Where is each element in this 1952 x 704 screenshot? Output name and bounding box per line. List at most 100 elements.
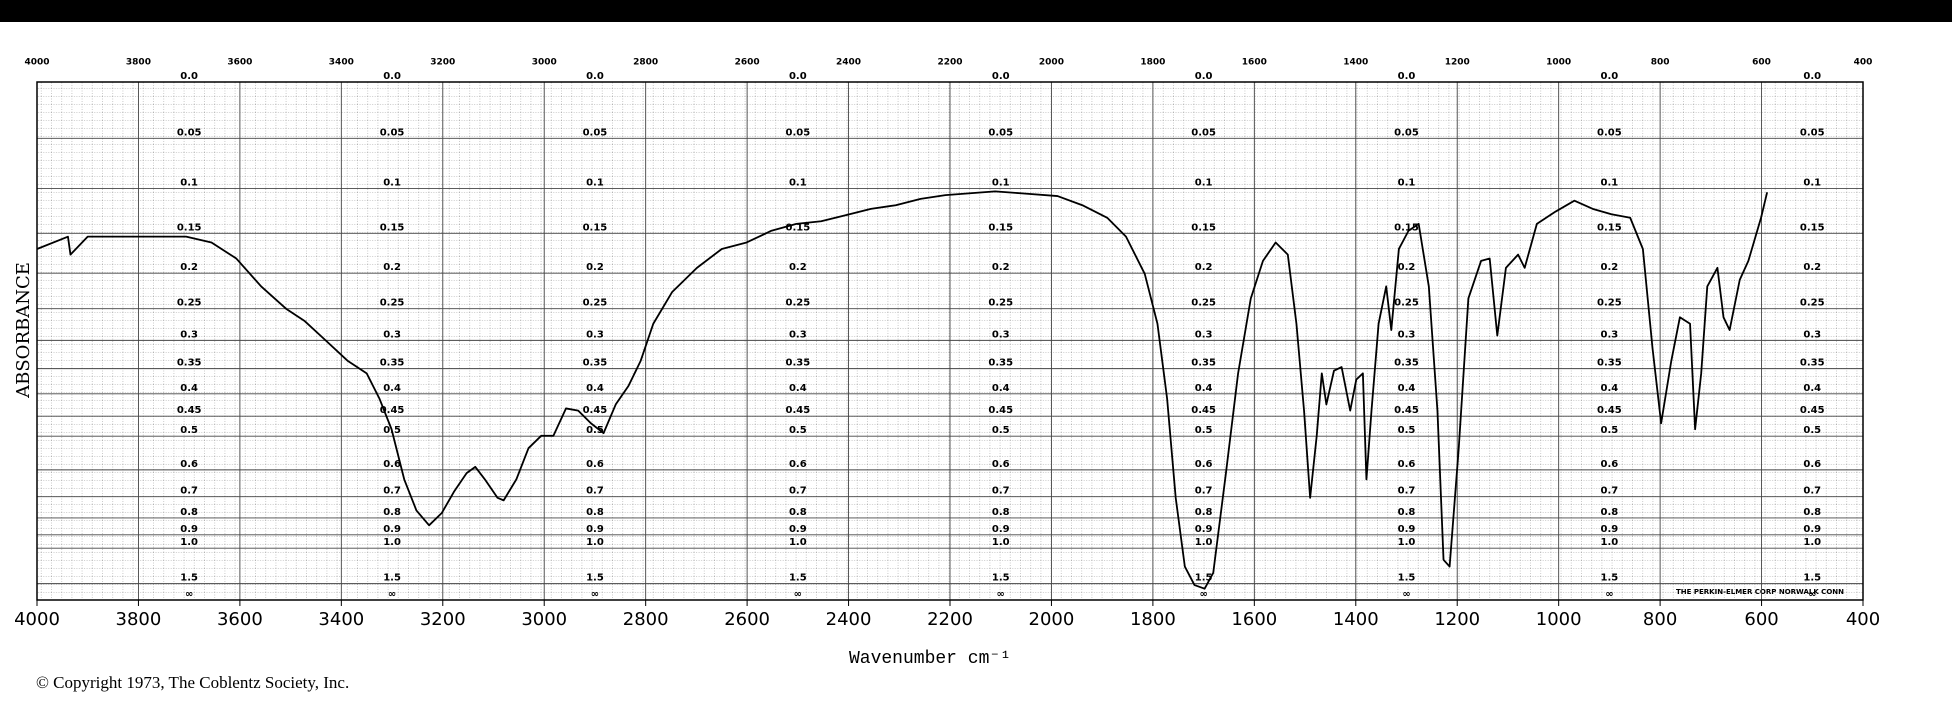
y-tick-label: 0.15: [583, 222, 608, 233]
y-tick-label: 0.8: [789, 507, 807, 518]
top-tick-label: 1800: [1140, 58, 1165, 68]
y-tick-label: 0.2: [1398, 262, 1416, 273]
y-tick-label: 0.3: [789, 329, 807, 340]
top-tick-label: 800: [1651, 58, 1670, 68]
x-tick-label: 800: [1643, 609, 1677, 630]
y-tick-label: 0.8: [1803, 507, 1821, 518]
y-tick-label: 0.05: [380, 127, 405, 138]
y-tick-label: ∞: [1808, 589, 1816, 600]
y-tick-label: 0.4: [180, 383, 198, 394]
y-tick-label: 0.5: [180, 425, 198, 436]
y-tick-label: 0.1: [383, 178, 401, 189]
y-tick-label: 0.45: [1800, 405, 1825, 416]
y-tick-label: 0.45: [1597, 405, 1622, 416]
y-tick-label: 0.7: [586, 486, 604, 497]
y-tick-label: 0.15: [177, 222, 202, 233]
y-tick-label: 0.2: [1803, 262, 1821, 273]
top-tick-label: 3000: [532, 58, 557, 68]
y-tick-label: 0.1: [1601, 178, 1619, 189]
maker-note: THE PERKIN-ELMER CORP NORWALK CONN: [1676, 588, 1844, 596]
y-tick-label: 0.4: [789, 383, 807, 394]
y-tick-label: 0.4: [383, 383, 401, 394]
top-bar: [0, 0, 1952, 22]
y-tick-label: 0.05: [1800, 127, 1825, 138]
y-tick-label: 0.2: [992, 262, 1010, 273]
x-tick-label: 400: [1846, 609, 1880, 630]
top-tick-label: 2000: [1039, 58, 1064, 68]
y-tick-label: 0.6: [1398, 459, 1416, 470]
top-tick-label: 3600: [227, 58, 252, 68]
y-tick-label: 0.1: [1195, 178, 1213, 189]
y-tick-label: 0.1: [992, 178, 1010, 189]
y-tick-label: 0.35: [380, 358, 405, 369]
y-tick-label: 0.5: [1195, 425, 1213, 436]
y-tick-label: 1.0: [1195, 537, 1213, 548]
y-tick-label: 0.6: [180, 459, 198, 470]
spectrum-line: [36, 190, 1769, 590]
y-tick-label: 0.3: [180, 329, 198, 340]
y-tick-label: ∞: [1199, 589, 1207, 600]
y-tick-label: 0.45: [583, 405, 608, 416]
x-tick-label: 2000: [1029, 609, 1075, 630]
y-tick-label: 0.6: [1601, 459, 1619, 470]
y-tick-label: 0.8: [180, 507, 198, 518]
y-tick-label: 0.35: [583, 358, 608, 369]
y-tick-label: 0.25: [583, 298, 608, 309]
y-tick-label: 0.7: [789, 486, 807, 497]
y-tick-label: 0.9: [992, 524, 1010, 535]
y-tick-label: 0.8: [383, 507, 401, 518]
y-tick-label: 0.45: [988, 405, 1013, 416]
y-tick-label: 1.5: [1398, 573, 1416, 584]
y-tick-label: 0.6: [789, 459, 807, 470]
y-tick-label: 1.0: [1601, 537, 1619, 548]
y-tick-label: 0.15: [1191, 222, 1216, 233]
y-tick-label: 0.2: [789, 262, 807, 273]
y-tick-label: 0.1: [1398, 178, 1416, 189]
copyright: © Copyright 1973, The Coblentz Society, …: [36, 673, 349, 692]
y-tick-label: 0.3: [1398, 329, 1416, 340]
y-tick-label: 0.35: [988, 358, 1013, 369]
y-tick-label: 0.35: [785, 358, 810, 369]
y-tick-label: 0.3: [1195, 329, 1213, 340]
y-tick-label: 0.4: [992, 383, 1010, 394]
y-tick-label: 0.3: [1803, 329, 1821, 340]
y-tick-label: 0.7: [1601, 486, 1619, 497]
y-tick-label: 0.3: [586, 329, 604, 340]
y-tick-label: 0.5: [1398, 425, 1416, 436]
y-tick-label: 0.9: [586, 524, 604, 535]
y-tick-label: ∞: [1402, 589, 1410, 600]
y-tick-label: ∞: [1605, 589, 1613, 600]
x-tick-label: 2400: [826, 609, 872, 630]
y-tick-label: 0.05: [1394, 127, 1419, 138]
x-tick-label: 3800: [116, 609, 162, 630]
y-tick-label: 0.05: [785, 127, 810, 138]
top-tick-label: 1000: [1546, 58, 1571, 68]
y-tick-label: 1.0: [586, 537, 604, 548]
y-tick-label: 0.05: [583, 127, 608, 138]
y-tick-label: 0.4: [1195, 383, 1213, 394]
x-tick-label: 1800: [1130, 609, 1176, 630]
y-tick-label: 0.7: [1195, 486, 1213, 497]
y-tick-label: 0.9: [1601, 524, 1619, 535]
y-tick-label: 0.25: [1597, 298, 1622, 309]
top-tick-label: 1400: [1343, 58, 1368, 68]
y-tick-label: 0.4: [586, 383, 604, 394]
y-tick-label: 0.3: [992, 329, 1010, 340]
y-tick-label: 0.3: [1601, 329, 1619, 340]
top-tick-label: 2400: [836, 58, 861, 68]
y-tick-label: 0.8: [1398, 507, 1416, 518]
y-tick-label: 1.5: [180, 573, 198, 584]
y-tick-label: 0.25: [988, 298, 1013, 309]
y-tick-label: 0.15: [1800, 222, 1825, 233]
y-tick-label: 0.4: [1398, 383, 1416, 394]
y-tick-label: 0.5: [586, 425, 604, 436]
y-tick-label: 0.15: [380, 222, 405, 233]
y-tick-label: 1.0: [1398, 537, 1416, 548]
top-tick-label: 2200: [937, 58, 962, 68]
y-tick-label: 0.3: [383, 329, 401, 340]
y-tick-label: 0.05: [177, 127, 202, 138]
y-tick-label: 1.5: [1195, 573, 1213, 584]
y-tick-label: 0.7: [992, 486, 1010, 497]
y-tick-label: 0.45: [380, 405, 405, 416]
y-tick-label: 0.0: [180, 71, 198, 82]
